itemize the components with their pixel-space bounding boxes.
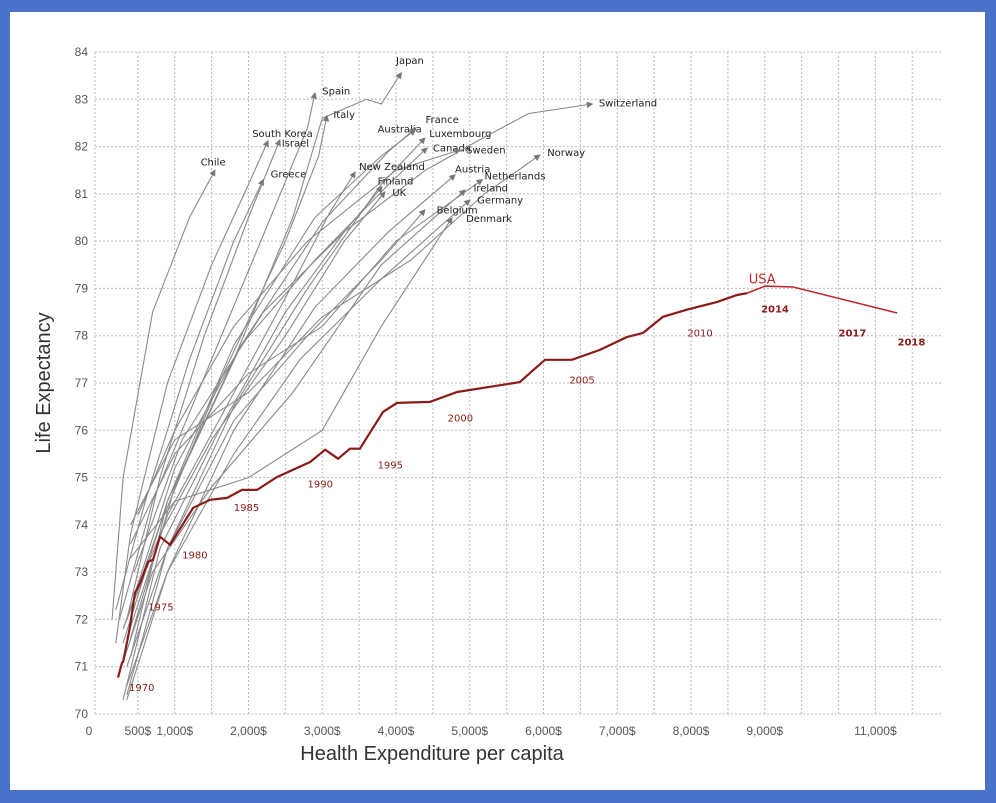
country-label: Finland — [378, 176, 414, 187]
usa-year-label: 1995 — [378, 461, 403, 472]
y-tick-label: 70 — [75, 707, 89, 721]
x-tick-label: 8,000$ — [673, 724, 710, 738]
y-tick-label: 78 — [75, 329, 89, 343]
country-label: Australia — [378, 124, 422, 135]
x-tick-label: 1,000$ — [156, 724, 193, 738]
usa-year-label: 2000 — [448, 413, 473, 424]
country-label: New Zealand — [359, 162, 425, 173]
country-line-spain — [118, 92, 317, 620]
usa-year-label: 1980 — [182, 551, 207, 562]
grid — [94, 51, 942, 715]
x-tick-label: 2,000$ — [230, 724, 267, 738]
country-line-canada — [133, 147, 428, 596]
country-label: Germany — [477, 195, 523, 206]
x-tick-label: 9,000$ — [746, 724, 783, 738]
country-line-sweden — [137, 148, 462, 516]
y-tick-label: 79 — [75, 281, 89, 295]
country-label: Ireland — [473, 183, 508, 194]
country-line-denmark — [130, 217, 453, 559]
country-line-finland — [122, 185, 383, 700]
country-label: Denmark — [466, 214, 512, 225]
usa-label: USA — [749, 273, 776, 288]
country-label: Italy — [333, 110, 355, 121]
y-tick-label: 82 — [75, 140, 89, 154]
usa-line: USA 1970 1975 1980 1985 1990 1995 2000 2005 2010 2… — [116, 273, 926, 694]
y-tick-label: 83 — [75, 92, 89, 106]
country-label: Israel — [282, 139, 309, 150]
country-label: Luxembourg — [429, 129, 491, 140]
usa-year-label: 2005 — [569, 376, 594, 387]
y-tick-label: 77 — [75, 376, 89, 390]
x-tick-label: 4,000$ — [378, 724, 415, 738]
y-tick-label: 76 — [75, 423, 89, 437]
x-tick-label: 7,000$ — [599, 724, 636, 738]
usa-year-label: 2017 — [839, 328, 867, 339]
country-label: France — [426, 115, 459, 126]
country-line-netherlands — [130, 179, 484, 545]
country-line-australia — [129, 129, 417, 658]
usa-year-label: 2014 — [761, 305, 789, 316]
usa-year-label: 1970 — [129, 683, 154, 694]
x-tick-label: 0 — [86, 724, 93, 738]
usa-year-label: 1985 — [234, 503, 259, 514]
y-tick-label: 81 — [75, 187, 89, 201]
usa-year-label: 1975 — [148, 603, 173, 614]
country-line-japan — [122, 71, 402, 644]
usa-series-line-recent — [746, 285, 898, 314]
y-axis-label: Life Expectancy — [33, 312, 55, 453]
country-line-france — [129, 127, 417, 639]
y-tick-label: 72 — [75, 612, 89, 626]
country-line-switzerland — [133, 101, 594, 573]
country-label: Belgium — [437, 206, 478, 217]
country-label: Sweden — [466, 146, 506, 157]
x-tick-label: 5,000$ — [451, 724, 488, 738]
country-line-uk — [122, 191, 386, 630]
usa-year-label: 1990 — [308, 480, 333, 491]
country-line-ireland — [122, 189, 466, 663]
country-label: Japan — [395, 56, 424, 67]
country-line-germany — [126, 199, 471, 686]
country-label: Greece — [271, 169, 307, 180]
country-label: Switzerland — [599, 98, 657, 109]
country-label: Chile — [201, 157, 226, 168]
x-tick-label: 6,000$ — [525, 724, 562, 738]
country-label: Norway — [547, 148, 585, 159]
country-line-israel — [126, 138, 281, 620]
y-tick-label: 73 — [75, 565, 89, 579]
country-line-austria — [126, 174, 456, 700]
y-tick-label: 80 — [75, 234, 89, 248]
country-label: Spain — [322, 87, 350, 98]
country-line-norway — [130, 154, 541, 526]
x-axis-label: Health Expenditure per capita — [300, 743, 564, 765]
y-tick-label: 71 — [75, 660, 89, 674]
usa-year-label: 2010 — [687, 328, 712, 339]
x-tick-label: 500$ — [125, 724, 152, 738]
country-line-belgium — [126, 209, 426, 667]
y-tick-label: 75 — [75, 471, 89, 485]
country-line-greece — [115, 178, 264, 611]
y-tick-label: 74 — [75, 518, 89, 532]
chart-frame — [10, 12, 985, 790]
usa-year-label: 2018 — [898, 338, 926, 349]
axis-ticks: 70 71 72 73 74 75 76 77 78 79 80 81 82 83 84 0 500$ 1,000… — [75, 45, 897, 738]
country-line-south-korea — [115, 139, 269, 644]
y-tick-label: 84 — [75, 45, 89, 59]
country-label: Netherlands — [485, 172, 546, 183]
usa-series-line — [116, 292, 748, 678]
country-line-chile — [111, 169, 216, 620]
x-tick-label: 11,000$ — [854, 724, 897, 738]
country-label: Canada — [433, 143, 471, 154]
country-label: UK — [392, 188, 406, 199]
x-tick-label: 3,000$ — [304, 724, 341, 738]
country-line-italy — [122, 114, 330, 630]
country-label: South Korea — [252, 129, 313, 140]
country-label: Austria — [455, 165, 490, 176]
